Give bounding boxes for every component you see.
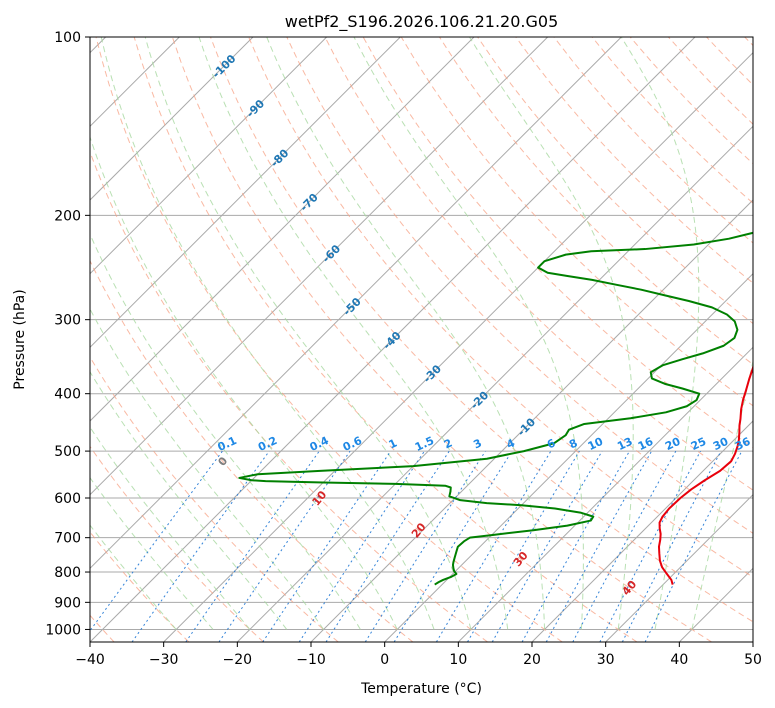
y-axis-label: Pressure (hPa) <box>12 289 28 389</box>
mixing-ratio-label: 36 <box>733 435 753 453</box>
isotherm-line <box>90 37 622 570</box>
mixing-ratio-line <box>572 450 677 642</box>
moist-adiabat-line <box>353 37 584 630</box>
moist-adiabat-line <box>469 37 634 630</box>
dry-adiabat-line <box>210 37 753 623</box>
x-tick-label: −30 <box>149 652 179 668</box>
dry-adiabat-line <box>248 37 753 578</box>
plot-frame <box>89 36 754 643</box>
y-tick-label: 400 <box>54 387 81 403</box>
plot-background <box>90 37 753 642</box>
isotherm-line <box>90 37 254 201</box>
mixing-ratio-line <box>644 450 743 642</box>
mixing-ratio-line <box>521 450 630 642</box>
y-tick-label: 900 <box>54 595 81 611</box>
y-tick-label: 600 <box>54 491 81 507</box>
isotherm-line <box>457 346 753 642</box>
isotherm-line <box>90 37 696 642</box>
moist-adiabat-line <box>90 308 324 630</box>
mixing-ratio-label: 10 <box>586 435 606 453</box>
isotherm-line <box>236 125 753 642</box>
mixing-ratio-line <box>325 450 450 642</box>
moist-adiabat-line <box>90 370 288 630</box>
dry-adiabat-line <box>515 37 753 284</box>
x-tick-label: 30 <box>597 652 615 668</box>
x-tick-label: 10 <box>449 652 467 668</box>
isotherm-line <box>384 272 753 642</box>
isotherm-line <box>605 493 753 642</box>
dry-adiabat-line <box>324 37 753 491</box>
mixing-ratio-line <box>599 450 701 642</box>
mixing-ratio-label: 25 <box>689 435 708 453</box>
moist-adiabat-line <box>691 358 753 630</box>
chart-title: wetPf2_S196.2026.106.21.20.G05 <box>285 12 559 32</box>
dry-adiabat-line <box>171 37 712 642</box>
isotherm-line <box>752 641 753 642</box>
mixing-ratio-line <box>621 450 722 642</box>
mixing-ratio-label: 16 <box>636 435 656 453</box>
background-lines <box>90 37 753 642</box>
isotherm-line <box>90 37 549 496</box>
x-tick-label: −20 <box>223 652 253 668</box>
x-tick-label: 50 <box>744 652 762 668</box>
moist-adiabat-line <box>90 524 177 630</box>
moist-adiabat-line <box>144 37 472 630</box>
dry-adiabat-line <box>90 445 264 642</box>
moist-adiabat-line <box>90 426 251 630</box>
mixing-ratio-line <box>298 450 425 642</box>
y-tick-label: 800 <box>54 565 81 581</box>
mixing-ratio-line <box>435 450 552 642</box>
moist-adiabat-line <box>266 37 546 630</box>
mixing-ratio-line <box>131 450 270 642</box>
moist-adiabat-line <box>620 37 700 630</box>
x-tick-label: −10 <box>296 652 326 668</box>
mixing-ratio-line <box>185 450 320 642</box>
moist-adiabat-line <box>90 233 361 630</box>
moist-adiabat-line <box>90 476 214 630</box>
dewpoint-profile-line <box>238 231 753 586</box>
y-tick-label: 300 <box>54 313 81 329</box>
moist-adiabat-line <box>100 37 435 630</box>
mixing-ratio-line <box>467 450 580 642</box>
mixing-ratio-label: 20 <box>663 435 683 453</box>
isotherm-line <box>163 51 753 642</box>
y-tick-label: 500 <box>54 444 81 460</box>
mixing-ratio-line <box>491 450 603 642</box>
dry-adiabat-line <box>90 259 414 642</box>
mixing-ratio-line <box>364 450 486 642</box>
isotherm-line <box>531 420 753 642</box>
x-axis-label: Temperature (°C) <box>360 681 482 697</box>
mixing-ratio-label: 30 <box>711 435 731 453</box>
y-tick-label: 100 <box>54 30 81 46</box>
mixing-ratio-line <box>393 450 513 642</box>
x-tick-label: 20 <box>523 652 541 668</box>
isotherm-line <box>90 37 475 422</box>
x-tick-label: 0 <box>380 652 389 668</box>
isotherm-line <box>90 37 401 349</box>
x-tick-label: −40 <box>75 652 105 668</box>
moist-adiabat-line <box>198 37 509 630</box>
mixing-ratio-line <box>545 450 653 642</box>
axes: −40 −30 −20 −10 0 10 20 30 40 50 100 200 300 400 500 60… <box>45 30 762 668</box>
isotherm-line <box>90 37 328 275</box>
y-tick-label: 700 <box>54 531 81 547</box>
mixing-ratio-label: 13 <box>615 435 634 453</box>
y-tick-label: 200 <box>54 208 81 224</box>
dry-adiabat-line <box>286 37 753 534</box>
moist-adiabat-line <box>90 135 398 630</box>
mixing-ratio-line <box>90 450 223 632</box>
dry-adiabat-line <box>133 37 638 642</box>
y-tick-label: 1000 <box>45 622 81 638</box>
x-tick-label: 40 <box>670 652 688 668</box>
dry-adiabat-line <box>95 37 563 642</box>
